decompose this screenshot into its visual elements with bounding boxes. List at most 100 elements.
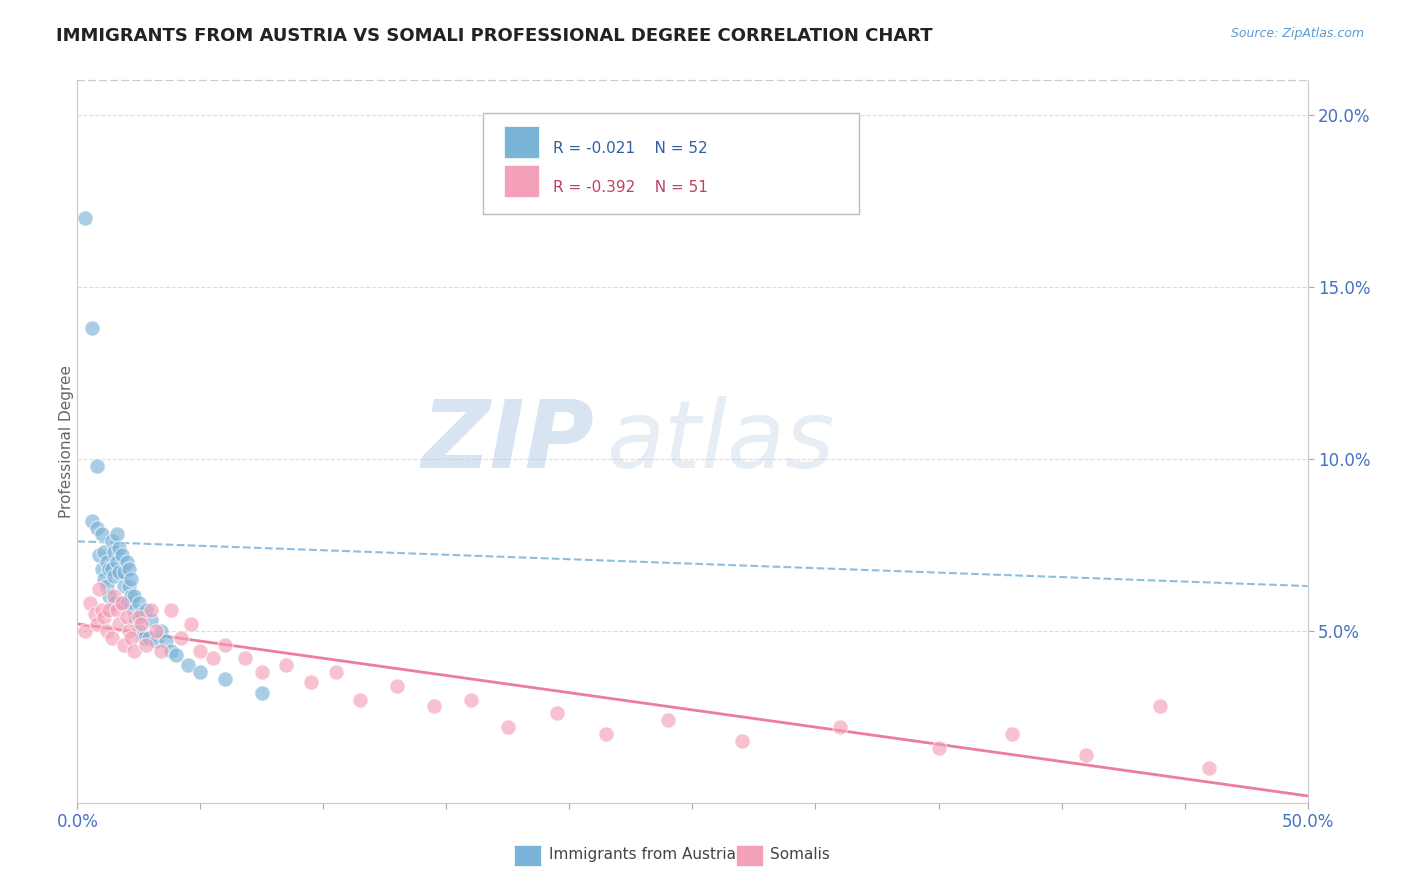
Point — [349, 692, 371, 706]
Point — [115, 610, 138, 624]
Point — [129, 616, 153, 631]
Point — [105, 603, 128, 617]
Point — [101, 534, 124, 549]
Point — [188, 644, 212, 658]
Point — [96, 579, 118, 593]
Point — [180, 616, 202, 631]
Point — [595, 727, 617, 741]
Point — [121, 572, 143, 586]
Point — [103, 568, 125, 582]
Text: ZIP: ZIP — [422, 395, 595, 488]
Point — [150, 644, 173, 658]
Point — [233, 651, 256, 665]
Point — [79, 596, 101, 610]
Point — [105, 555, 128, 569]
Point — [93, 544, 115, 558]
Point — [111, 596, 132, 610]
Y-axis label: Professional Degree: Professional Degree — [59, 365, 73, 518]
Point — [101, 562, 124, 576]
Point — [103, 590, 125, 604]
Point — [250, 686, 273, 700]
Point — [112, 579, 135, 593]
Point — [111, 596, 132, 610]
FancyBboxPatch shape — [515, 846, 541, 865]
Point — [214, 672, 236, 686]
Point — [128, 596, 150, 610]
Point — [122, 590, 145, 604]
Point — [105, 527, 128, 541]
FancyBboxPatch shape — [735, 846, 762, 865]
Point — [86, 520, 108, 534]
Text: atlas: atlas — [606, 396, 835, 487]
Point — [145, 634, 167, 648]
Point — [141, 614, 163, 628]
Point — [141, 603, 163, 617]
Point — [132, 631, 155, 645]
Point — [89, 548, 111, 562]
Point — [89, 582, 111, 597]
Point — [90, 527, 114, 541]
Point — [112, 638, 135, 652]
Point — [90, 603, 114, 617]
Point — [98, 562, 121, 576]
Point — [86, 616, 108, 631]
Point — [160, 603, 183, 617]
Point — [73, 624, 96, 638]
Point — [122, 603, 145, 617]
Point — [115, 555, 138, 569]
Point — [115, 596, 138, 610]
Point — [165, 648, 187, 662]
Point — [108, 541, 131, 556]
FancyBboxPatch shape — [505, 165, 538, 197]
Point — [276, 658, 298, 673]
Point — [135, 603, 157, 617]
Point — [83, 607, 105, 621]
Point — [325, 665, 347, 679]
Point — [385, 679, 409, 693]
Point — [103, 596, 125, 610]
Point — [830, 720, 852, 734]
Point — [731, 734, 754, 748]
Point — [90, 562, 114, 576]
Point — [86, 458, 108, 473]
Point — [93, 610, 115, 624]
Text: Somalis: Somalis — [770, 847, 830, 863]
Point — [423, 699, 446, 714]
Text: IMMIGRANTS FROM AUSTRIA VS SOMALI PROFESSIONAL DEGREE CORRELATION CHART: IMMIGRANTS FROM AUSTRIA VS SOMALI PROFES… — [56, 27, 932, 45]
Point — [125, 614, 148, 628]
Point — [1149, 699, 1171, 714]
Point — [112, 566, 135, 580]
Point — [103, 544, 125, 558]
FancyBboxPatch shape — [484, 112, 859, 214]
Point — [1001, 727, 1024, 741]
Point — [82, 514, 104, 528]
Point — [496, 720, 519, 734]
Point — [138, 631, 160, 645]
Point — [128, 624, 150, 638]
Point — [93, 572, 115, 586]
Point — [188, 665, 212, 679]
Point — [82, 321, 104, 335]
Point — [121, 631, 143, 645]
Point — [98, 590, 121, 604]
Point — [460, 692, 482, 706]
Point — [546, 706, 568, 721]
Point — [299, 675, 322, 690]
Point — [118, 579, 141, 593]
Point — [201, 651, 224, 665]
Point — [96, 624, 118, 638]
Text: Immigrants from Austria: Immigrants from Austria — [548, 847, 735, 863]
Point — [177, 658, 200, 673]
Text: R = -0.392    N = 51: R = -0.392 N = 51 — [554, 180, 709, 195]
Point — [657, 713, 679, 727]
Point — [170, 631, 193, 645]
Point — [150, 624, 173, 638]
Point — [101, 631, 124, 645]
Point — [214, 638, 236, 652]
Point — [128, 610, 150, 624]
Point — [108, 566, 131, 580]
Point — [160, 644, 183, 658]
Point — [122, 644, 145, 658]
Point — [1076, 747, 1098, 762]
Text: Source: ZipAtlas.com: Source: ZipAtlas.com — [1230, 27, 1364, 40]
